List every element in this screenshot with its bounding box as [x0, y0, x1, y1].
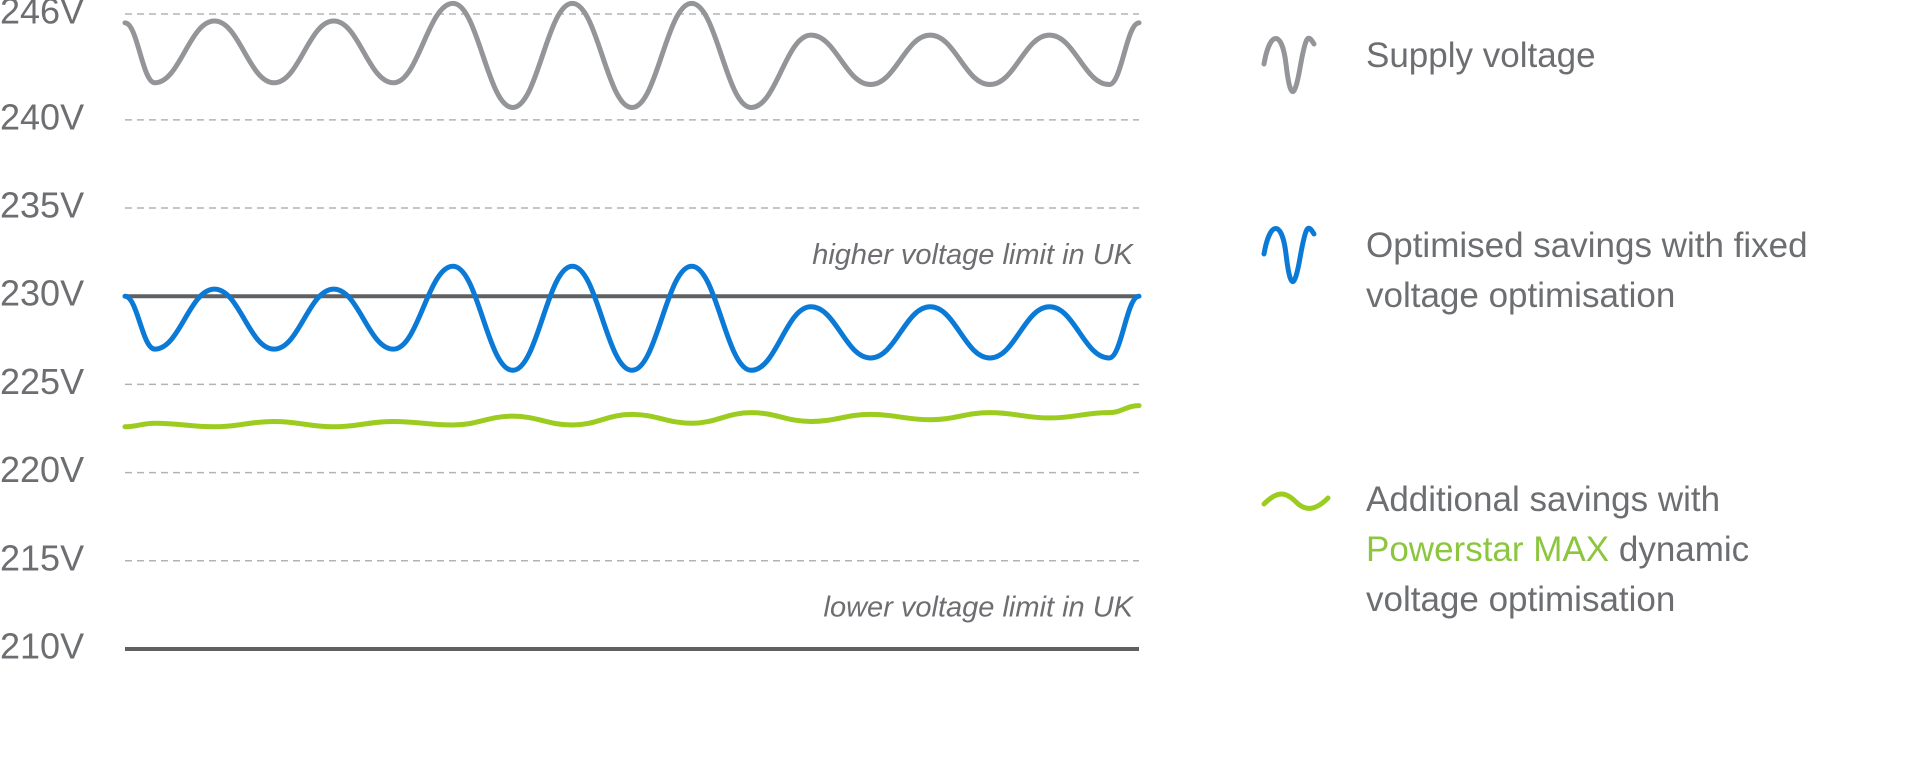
legend-text-run: dynamic voltage optimisation: [1366, 530, 1759, 619]
legend-text-run: Additional savings with: [1366, 480, 1730, 519]
legend-icon: [1261, 35, 1317, 95]
y-tick-label: 246V: [0, 0, 84, 32]
legend-icon: [1261, 491, 1331, 511]
legend-text: Supply voltage: [1366, 36, 1596, 75]
legend-text: Optimised savings with fixed voltage opt…: [1366, 226, 1808, 315]
series-line: [122, 403, 1142, 430]
y-tick-label: 215V: [0, 537, 84, 578]
y-tick-label: 225V: [0, 361, 84, 402]
series-line: [122, 263, 1142, 373]
y-tick-label: 240V: [0, 96, 84, 137]
legend-text-run: Powerstar MAX: [1366, 530, 1610, 569]
reference-label: higher voltage limit in UK: [812, 239, 1134, 271]
legend-icon: [1261, 225, 1317, 285]
y-tick-label: 220V: [0, 449, 84, 490]
reference-label: lower voltage limit in UK: [824, 592, 1135, 624]
series-line: [122, 0, 1142, 110]
y-tick-label: 230V: [0, 273, 84, 314]
y-tick-label: 210V: [0, 626, 84, 667]
y-tick-label: 235V: [0, 185, 84, 226]
legend-text: Additional savings with Powerstar MAX dy…: [1366, 475, 1836, 625]
